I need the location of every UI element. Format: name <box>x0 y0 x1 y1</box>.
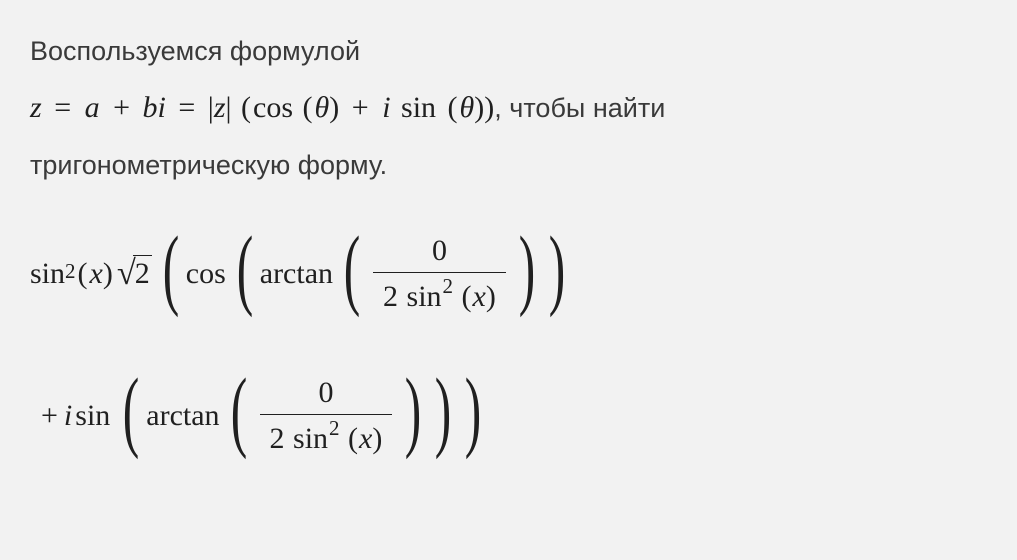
var-b: b <box>143 91 158 124</box>
var-i2: i <box>382 91 390 124</box>
formula-line: z = a + bi = |z| (cos (θ) + i sin (θ)), … <box>30 78 987 138</box>
den-2-1: 2 <box>383 280 398 313</box>
var-i-3: i <box>64 398 72 434</box>
eq-2: = <box>178 91 195 124</box>
content: Воспользуемся формулой z = a + bi = |z| … <box>30 24 987 470</box>
fn-arctan-1: arctan <box>260 256 333 292</box>
exp-2-1: 2 <box>65 259 76 284</box>
sqrt-arg: 2 <box>133 255 152 292</box>
plus-2: + <box>352 91 369 124</box>
lp-x-1: ( <box>78 256 88 292</box>
sqrt: √ 2 <box>117 253 152 294</box>
fn-cos-1: cos <box>186 256 226 292</box>
inline-formula: z = a + bi = |z| (cos (θ) + i sin (θ)) <box>30 91 494 124</box>
theta-1: θ <box>315 91 330 124</box>
intro-line-1: Воспользуемся формулой <box>30 24 987 78</box>
den-exp-2: 2 <box>329 416 340 440</box>
math-row-2: + i sin ( arctan ( 0 2 sin2 (x) ) ) ) <box>36 362 987 470</box>
var-a: a <box>85 91 100 124</box>
var-z: z <box>30 91 42 124</box>
den-x-1: x <box>473 280 486 313</box>
plus-1: + <box>113 91 130 124</box>
math-row-1: sin2 (x) √ 2 ( cos ( arctan ( 0 2 sin2 (… <box>30 220 987 328</box>
den-sin-1: sin <box>407 280 442 313</box>
rparen-1: ) <box>484 91 494 124</box>
plus-3: + <box>41 398 58 434</box>
var-z2: z <box>214 91 226 124</box>
rparen-2: ) <box>329 91 339 124</box>
abs-close: | <box>226 91 232 124</box>
frac-den-1: 2 sin2 (x) <box>373 273 506 318</box>
rparen-med-2: ) <box>519 215 535 323</box>
fn-sin-2: sin <box>75 398 110 434</box>
rparen-med-4: ) <box>405 357 421 465</box>
rp-x-1: ) <box>103 256 113 292</box>
lparen-med-2: ( <box>344 215 360 323</box>
frac-num-2: 0 <box>308 372 343 414</box>
var-i: i <box>158 91 166 124</box>
lparen-2: ( <box>303 91 313 124</box>
rparen-med-3: ) <box>435 357 451 465</box>
frac-den-2: 2 sin2 (x) <box>260 415 393 460</box>
fn-sin: sin <box>401 91 436 124</box>
rparen-big-1: ) <box>465 357 481 465</box>
lparen-1: ( <box>241 91 251 124</box>
fn-arctan-2: arctan <box>146 398 219 434</box>
den-rp-1: ) <box>486 280 496 313</box>
lparen-big-1: ( <box>163 215 179 323</box>
line2-suffix: , чтобы найти <box>494 93 665 123</box>
theta-2: θ <box>460 91 475 124</box>
den-rp-2: ) <box>372 422 382 455</box>
intro-line-3: тригонометрическую форму. <box>30 138 987 192</box>
fn-cos: cos <box>253 91 293 124</box>
var-x-1: x <box>90 256 103 292</box>
lparen-med-3: ( <box>123 357 139 465</box>
rparen-med-1: ) <box>549 215 565 323</box>
fraction-2: 0 2 sin2 (x) <box>260 372 393 460</box>
frac-num-1: 0 <box>422 230 457 272</box>
eq-1: = <box>54 91 71 124</box>
fraction-1: 0 2 sin2 (x) <box>373 230 506 318</box>
den-sin-2: sin <box>293 422 328 455</box>
den-2-2: 2 <box>270 422 285 455</box>
den-exp-1: 2 <box>443 274 454 298</box>
fn-sin-1: sin <box>30 256 65 292</box>
math-block: sin2 (x) √ 2 ( cos ( arctan ( 0 2 sin2 (… <box>30 220 987 470</box>
den-x-2: x <box>359 422 372 455</box>
den-lp-1: ( <box>462 280 472 313</box>
rparen-3: ) <box>474 91 484 124</box>
lparen-med-4: ( <box>230 357 246 465</box>
lparen-med-1: ( <box>237 215 253 323</box>
lparen-3: ( <box>448 91 458 124</box>
den-lp-2: ( <box>348 422 358 455</box>
